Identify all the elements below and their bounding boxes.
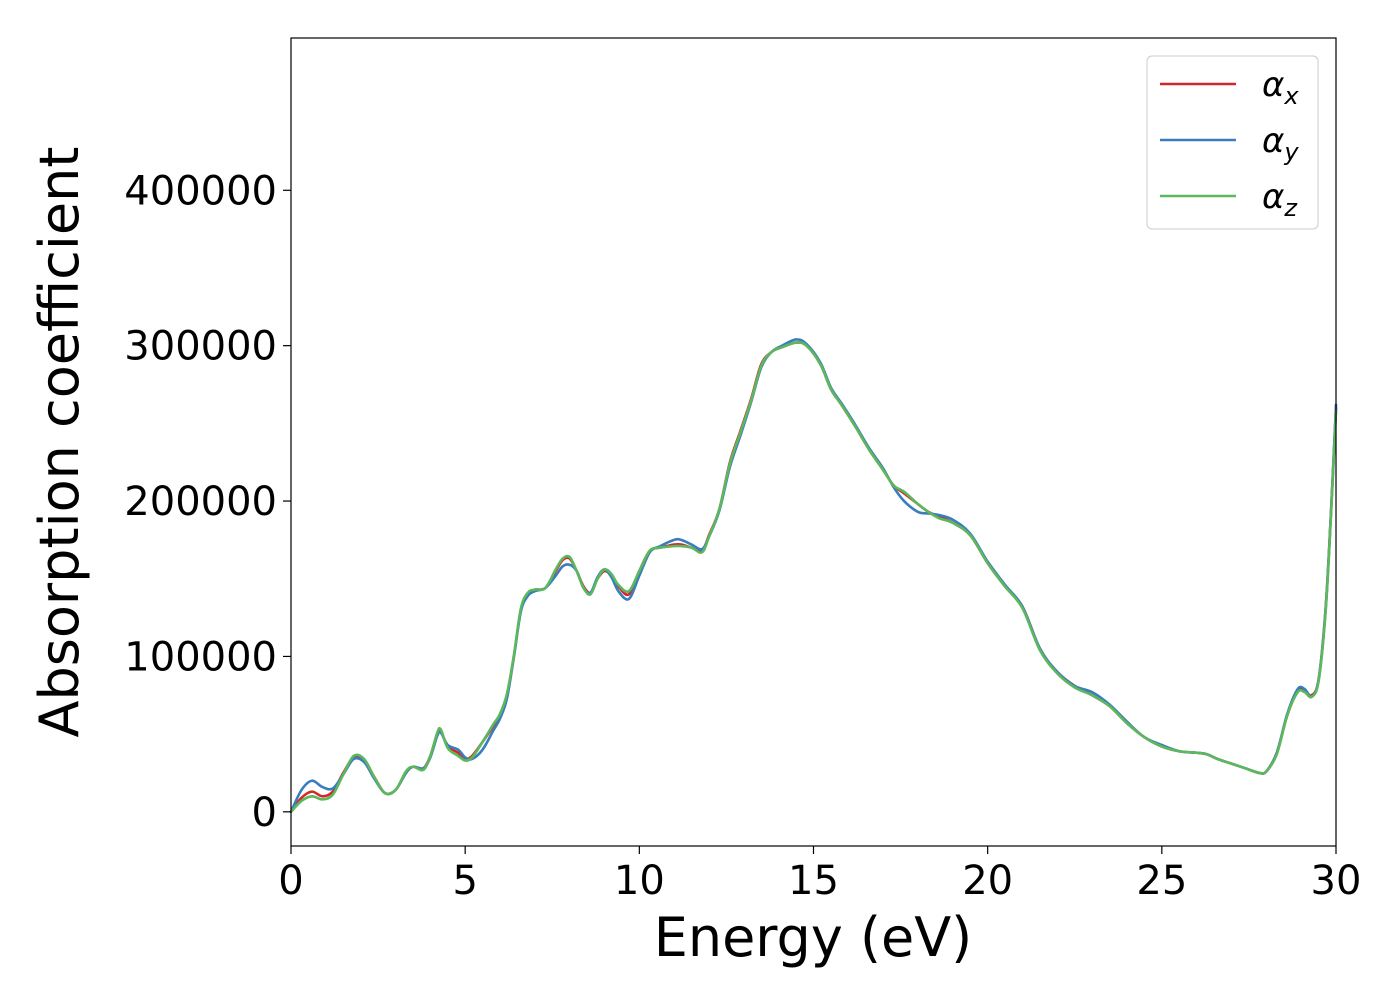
series-line-z (289, 341, 1338, 814)
x-tick-label: 15 (788, 858, 839, 904)
y-tick-label: 200000 (124, 479, 277, 525)
legend-box (1146, 55, 1319, 230)
x-tick-label: 20 (962, 858, 1013, 904)
y-tick-label: 100000 (124, 634, 277, 680)
x-tick-label: 25 (1136, 858, 1187, 904)
series-layer (289, 338, 1338, 814)
x-tick-label: 10 (614, 858, 665, 904)
legend-label-x: αx (1262, 65, 1299, 110)
y-axis-label: Absorption coefficient (28, 147, 91, 738)
x-tick-label: 0 (278, 858, 303, 904)
x-axis-label: Energy (eV) (654, 906, 973, 969)
x-tick-label: 5 (452, 858, 477, 904)
x-tick-label: 30 (1311, 858, 1362, 904)
y-tick-label: 0 (252, 790, 277, 836)
legend-label-z: αz (1262, 177, 1298, 222)
series-line-y (289, 338, 1338, 814)
y-tick-label: 400000 (124, 168, 277, 214)
y-axis: 0 100000 200000 300000 400000 (124, 168, 291, 836)
y-tick-label: 300000 (124, 324, 277, 370)
series-line-x (289, 341, 1338, 814)
x-axis: 0 5 10 15 20 25 30 (278, 846, 1361, 904)
legend: αx αy αz (1146, 55, 1319, 230)
legend-items: αx αy αz (1160, 65, 1299, 222)
legend-label-y: αy (1262, 121, 1299, 166)
